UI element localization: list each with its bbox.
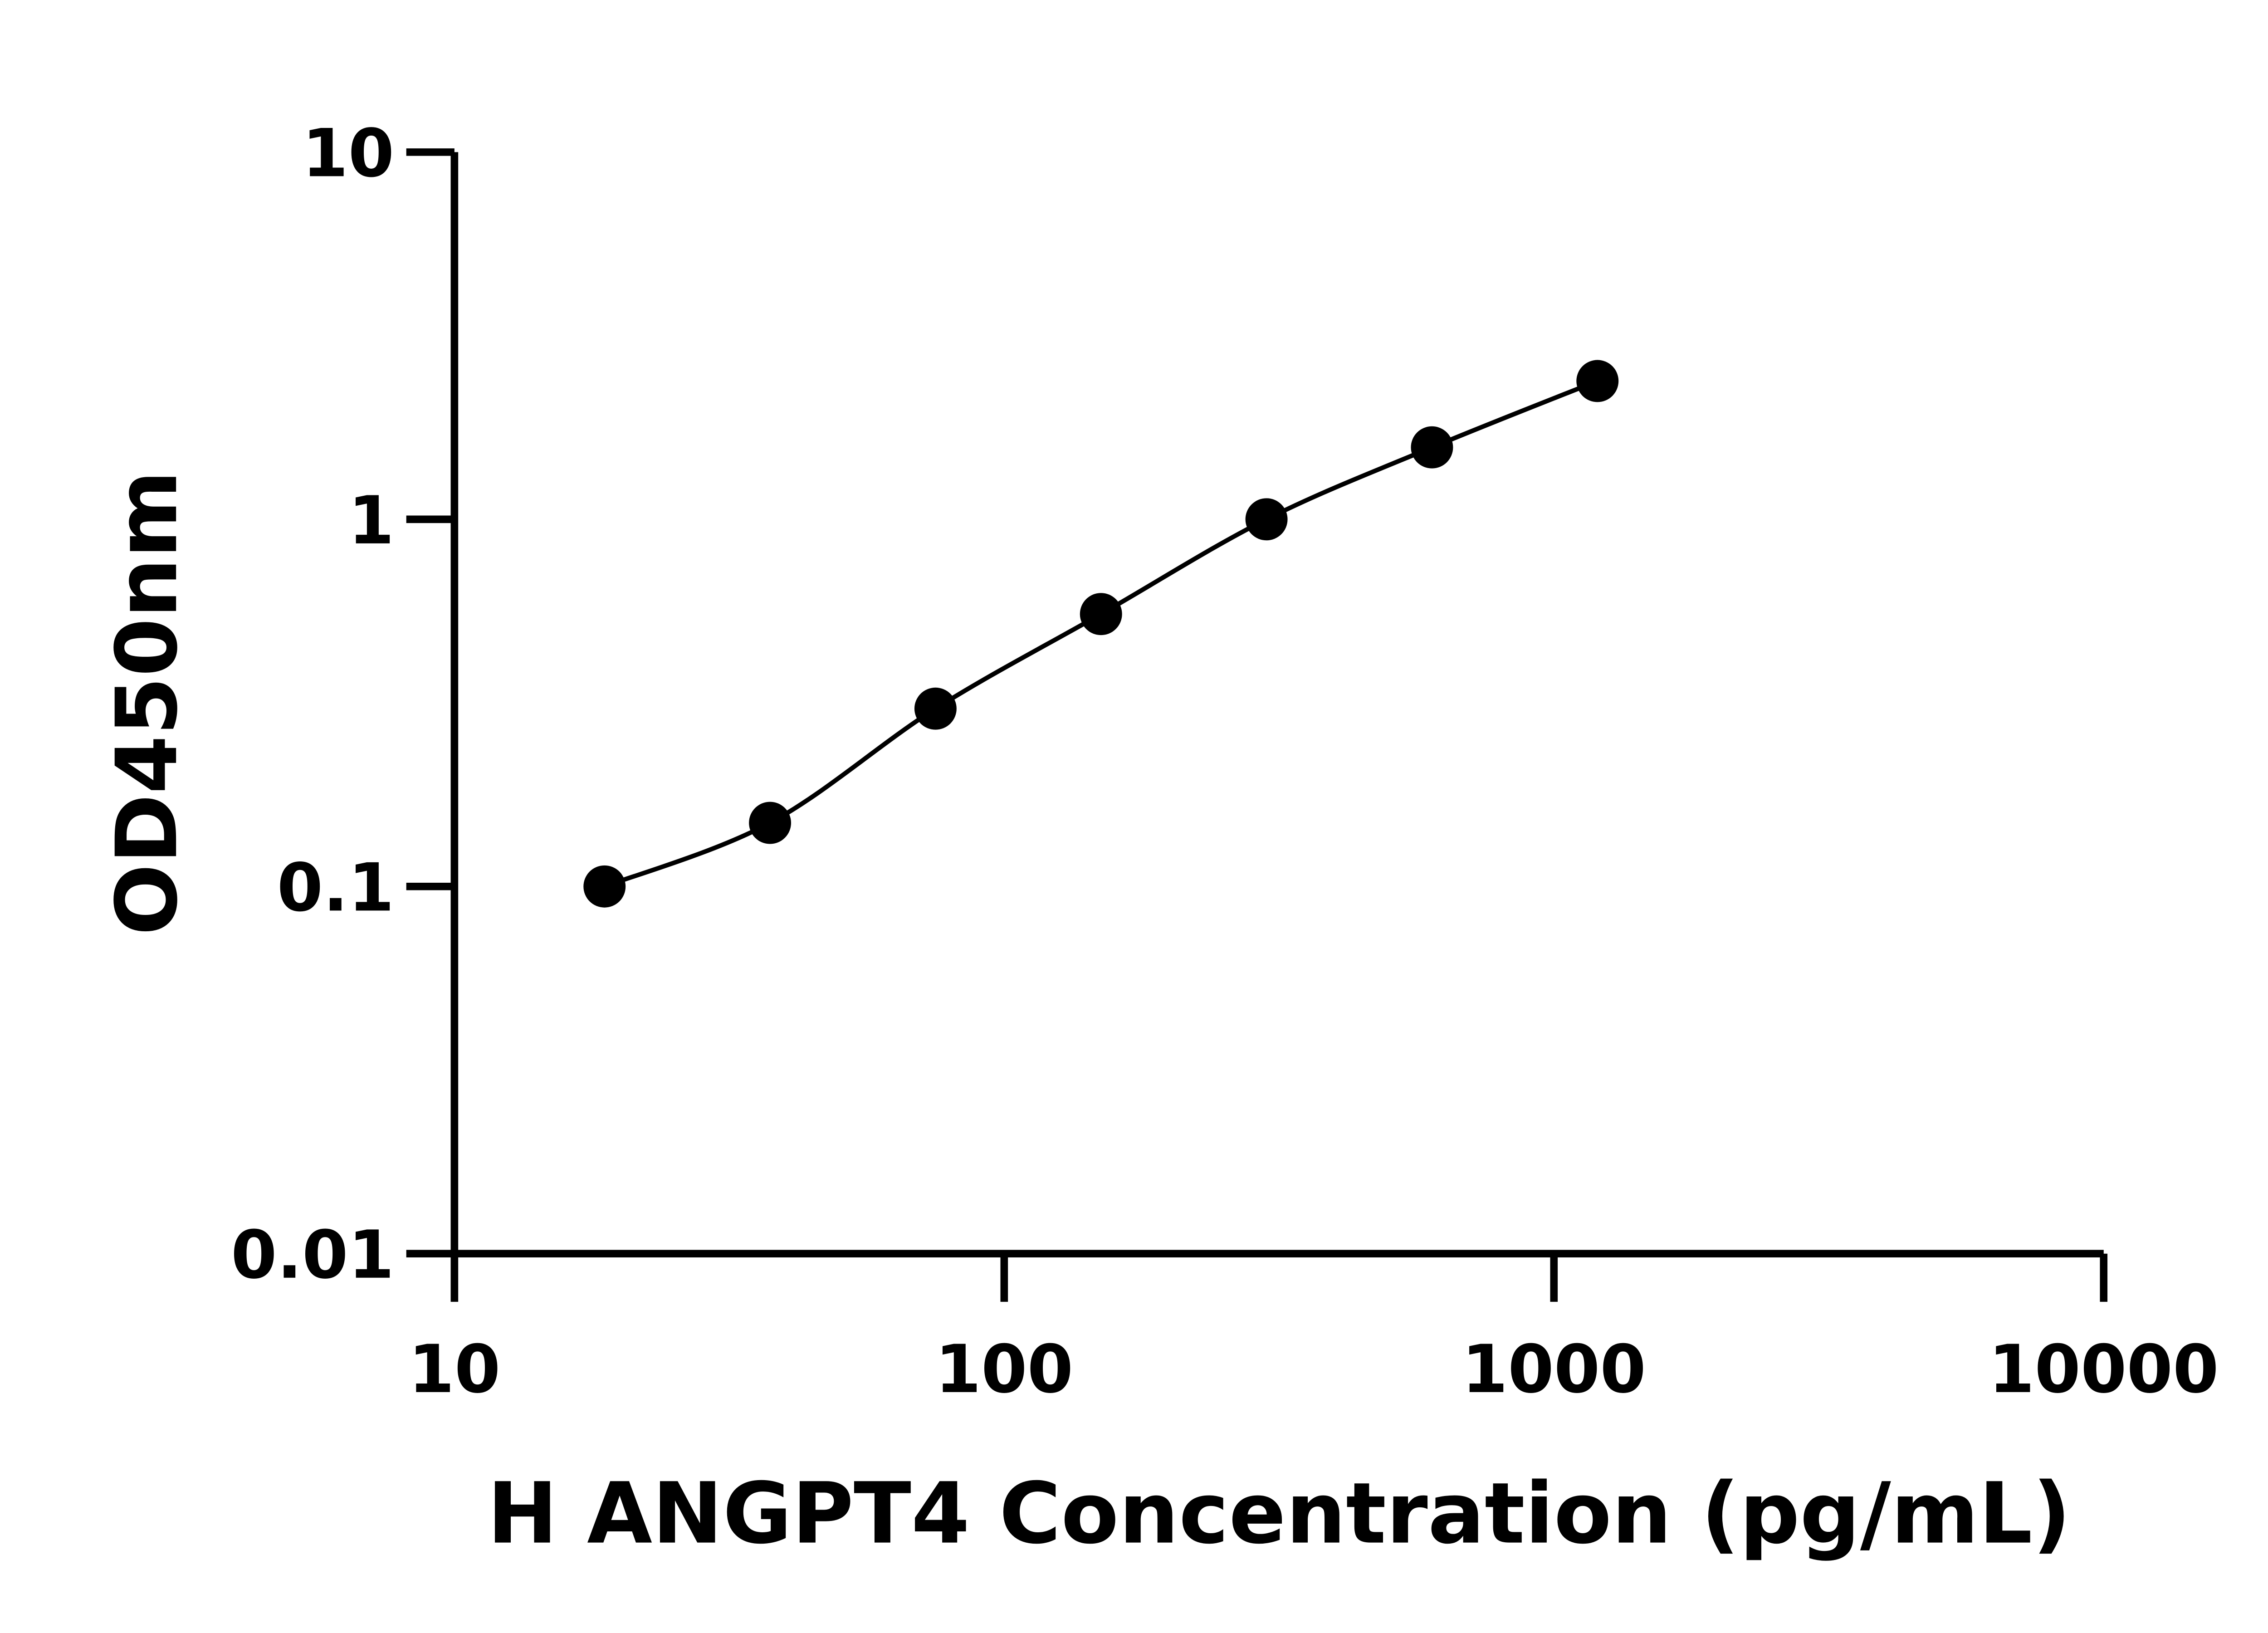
data-points bbox=[583, 360, 1619, 908]
x-tick-label: 1000 bbox=[1462, 1331, 1646, 1408]
x-tick-label: 10 bbox=[408, 1331, 500, 1408]
axes bbox=[450, 152, 2104, 1258]
data-point bbox=[749, 802, 792, 844]
data-point bbox=[583, 865, 626, 908]
data-point bbox=[914, 687, 957, 730]
data-point bbox=[1245, 498, 1288, 541]
x-tick-label: 100 bbox=[935, 1331, 1073, 1408]
x-tick-label: 10000 bbox=[1989, 1331, 2219, 1408]
y-axis-label: OD450nm bbox=[98, 470, 196, 936]
data-point bbox=[1080, 593, 1122, 636]
y-tick-label: 0.1 bbox=[277, 850, 395, 926]
data-point bbox=[1576, 360, 1619, 402]
y-tick-label: 1 bbox=[348, 483, 395, 559]
data-point bbox=[1411, 426, 1453, 469]
y-tick-label: 0.01 bbox=[231, 1217, 394, 1294]
x-axis-label: H ANGPT4 Concentration (pg/mL) bbox=[487, 1465, 2071, 1563]
ticks: 10 100 1000 10000 0.01 0.1 1 10 bbox=[231, 115, 2219, 1408]
y-tick-label: 10 bbox=[302, 115, 394, 192]
